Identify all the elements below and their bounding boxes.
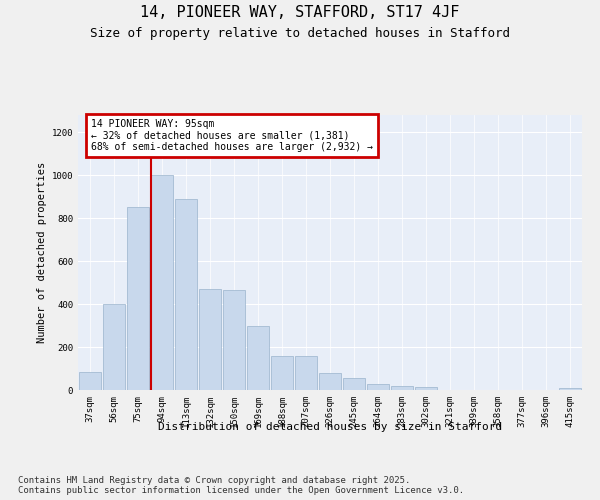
Text: Distribution of detached houses by size in Stafford: Distribution of detached houses by size … — [158, 422, 502, 432]
Bar — [79, 372, 101, 390]
Bar — [559, 388, 581, 390]
Bar — [319, 373, 341, 390]
Bar — [151, 175, 173, 390]
Y-axis label: Number of detached properties: Number of detached properties — [37, 162, 47, 343]
Bar — [415, 387, 437, 390]
Bar — [271, 356, 293, 390]
Bar — [247, 326, 269, 390]
Bar — [199, 289, 221, 390]
Text: Contains HM Land Registry data © Crown copyright and database right 2025.
Contai: Contains HM Land Registry data © Crown c… — [18, 476, 464, 495]
Bar — [391, 386, 413, 390]
Bar — [127, 208, 149, 390]
Bar — [295, 356, 317, 390]
Text: 14, PIONEER WAY, STAFFORD, ST17 4JF: 14, PIONEER WAY, STAFFORD, ST17 4JF — [140, 5, 460, 20]
Bar — [367, 384, 389, 390]
Text: 14 PIONEER WAY: 95sqm
← 32% of detached houses are smaller (1,381)
68% of semi-d: 14 PIONEER WAY: 95sqm ← 32% of detached … — [91, 120, 373, 152]
Bar — [103, 304, 125, 390]
Text: Size of property relative to detached houses in Stafford: Size of property relative to detached ho… — [90, 28, 510, 40]
Bar — [343, 378, 365, 390]
Bar — [175, 199, 197, 390]
Bar — [223, 290, 245, 390]
